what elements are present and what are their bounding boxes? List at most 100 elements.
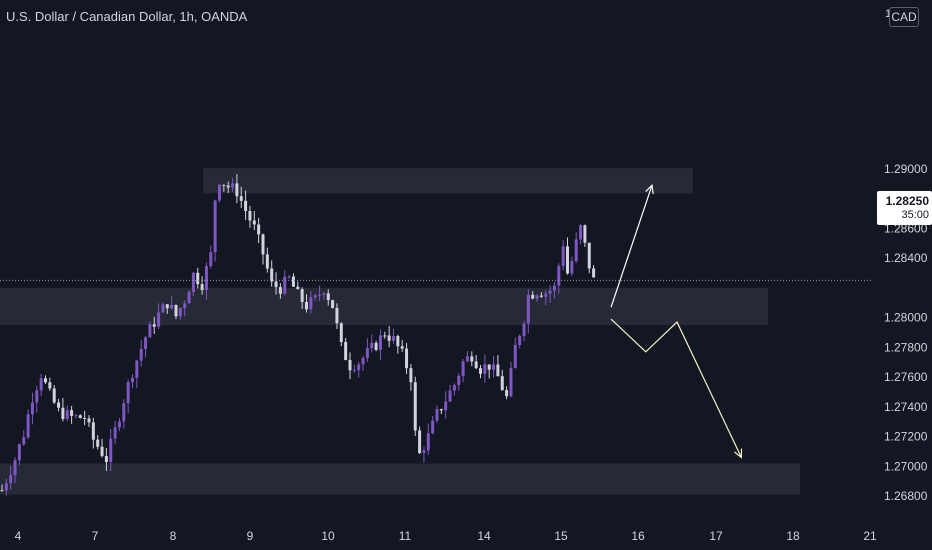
candle-body bbox=[48, 382, 52, 389]
candle-body bbox=[39, 378, 43, 391]
candle-body bbox=[87, 418, 91, 423]
candle-body bbox=[170, 304, 174, 309]
candle-body bbox=[439, 409, 443, 411]
current-price-value: 1.28250 bbox=[885, 194, 929, 208]
zone-1 bbox=[203, 168, 693, 194]
candle-body bbox=[244, 200, 248, 212]
candle-body bbox=[452, 385, 456, 391]
candle-body bbox=[305, 301, 308, 310]
candle-body bbox=[70, 410, 74, 416]
candle-body bbox=[470, 356, 474, 362]
candle-body bbox=[357, 364, 361, 371]
candle-body bbox=[413, 382, 417, 431]
candle-body bbox=[552, 285, 556, 291]
candle-body bbox=[191, 272, 195, 292]
x-tick-label: 7 bbox=[92, 529, 99, 543]
candle-body bbox=[213, 200, 217, 253]
candle-body bbox=[339, 323, 343, 343]
candle-body bbox=[113, 427, 117, 439]
candle-body bbox=[65, 410, 69, 419]
y-tick-label: 1.29000 bbox=[884, 162, 928, 176]
candle-body bbox=[548, 290, 552, 294]
x-tick-label: 15 bbox=[554, 529, 568, 543]
candle-body bbox=[457, 375, 461, 386]
candle-body bbox=[126, 382, 130, 404]
x-tick-label: 21 bbox=[863, 529, 877, 543]
candle-body bbox=[296, 286, 300, 290]
candle-body bbox=[270, 268, 274, 282]
candle-body bbox=[474, 361, 478, 369]
candle-body bbox=[326, 293, 330, 301]
candle-body bbox=[74, 415, 78, 417]
candle-body bbox=[526, 294, 530, 324]
x-tick-label: 14 bbox=[477, 529, 491, 543]
candle-body bbox=[322, 293, 326, 295]
y-tick-label: 1.27200 bbox=[884, 430, 928, 444]
candle-body bbox=[248, 211, 252, 221]
x-tick-label: 17 bbox=[709, 529, 723, 543]
candle-body bbox=[222, 184, 226, 186]
candle-body bbox=[4, 483, 8, 491]
candle-body bbox=[405, 348, 409, 369]
candle-body bbox=[78, 415, 82, 418]
candle-body bbox=[483, 364, 487, 374]
x-tick-label: 9 bbox=[247, 529, 254, 543]
zone-3 bbox=[0, 463, 800, 495]
arrow-head-down bbox=[734, 448, 743, 459]
x-tick-label: 16 bbox=[631, 529, 645, 543]
candle-body bbox=[283, 276, 287, 294]
candle-body bbox=[365, 348, 369, 358]
candle-body bbox=[509, 368, 513, 397]
candle-body bbox=[131, 377, 134, 383]
candle-body bbox=[352, 370, 356, 372]
y-tick-label: 1.27600 bbox=[884, 370, 928, 384]
candle-body bbox=[522, 323, 526, 336]
candle-body bbox=[574, 239, 578, 262]
x-tick-label: 11 bbox=[399, 529, 412, 543]
candle-body bbox=[287, 276, 291, 278]
y-tick-label: 1.28000 bbox=[884, 311, 928, 325]
y-tick-label: 1.27000 bbox=[884, 459, 928, 473]
candle-body bbox=[487, 364, 491, 370]
scale-number-glyph: 1 bbox=[885, 8, 891, 20]
candle-body bbox=[104, 456, 108, 463]
projection-arrow-up bbox=[610, 184, 653, 308]
candle-body bbox=[174, 304, 178, 317]
candle-body bbox=[91, 422, 95, 440]
candle-body bbox=[313, 295, 317, 298]
candle-body bbox=[400, 346, 404, 349]
current-price-label: 1.28250 35:00 bbox=[877, 191, 932, 225]
candle-body bbox=[261, 234, 265, 255]
candle-body bbox=[165, 304, 169, 309]
candle-body bbox=[418, 430, 422, 454]
candle-body bbox=[178, 308, 182, 317]
candle-body bbox=[435, 409, 439, 421]
candle-body bbox=[444, 401, 448, 411]
candle-body bbox=[331, 300, 335, 308]
candle-body bbox=[44, 378, 47, 383]
candle-body bbox=[492, 364, 496, 370]
candle-body bbox=[274, 281, 278, 288]
candle-body bbox=[579, 225, 583, 240]
candle-body bbox=[9, 475, 13, 484]
candle-body bbox=[309, 297, 313, 310]
candle-body bbox=[83, 417, 87, 419]
candle-body bbox=[513, 344, 517, 369]
candle-body bbox=[22, 437, 26, 445]
candle-body bbox=[378, 335, 382, 350]
projection-arrow-down bbox=[610, 318, 742, 458]
x-tick-label: 18 bbox=[786, 529, 800, 543]
chart-title: U.S. Dollar / Canadian Dollar, 1h, OANDA bbox=[6, 9, 248, 24]
x-tick-label: 4 bbox=[15, 529, 22, 543]
candle-body bbox=[100, 446, 104, 457]
candle-body bbox=[135, 360, 139, 378]
candle-body bbox=[17, 444, 21, 461]
candle-body bbox=[257, 224, 261, 235]
candle-body bbox=[239, 196, 243, 201]
currency-button[interactable]: CAD bbox=[889, 7, 919, 27]
y-tick-label: 1.27800 bbox=[884, 340, 928, 354]
candle-body bbox=[335, 307, 339, 324]
candle-body bbox=[500, 376, 504, 391]
candle-body bbox=[57, 402, 61, 408]
